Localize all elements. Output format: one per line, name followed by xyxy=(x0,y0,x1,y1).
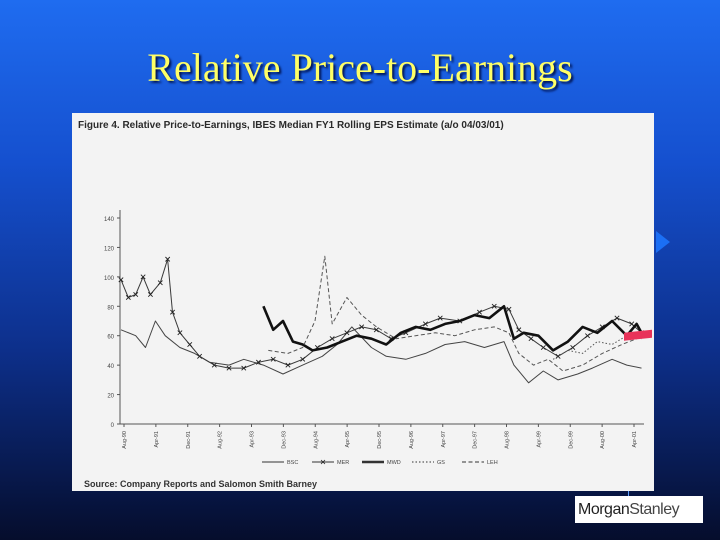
legend-label: BSC xyxy=(287,460,298,466)
x-tick-label: Apr-93 xyxy=(250,431,256,448)
x-tick-label: Aug-00 xyxy=(600,431,606,449)
data-point-mer xyxy=(165,256,171,262)
data-point-mer xyxy=(506,306,512,312)
data-point-mer xyxy=(170,309,176,315)
legend-marker xyxy=(320,459,326,465)
x-tick-label: Aug-98 xyxy=(505,431,511,449)
x-tick-label: Aug-94 xyxy=(313,431,319,449)
data-point-mer xyxy=(585,333,591,339)
data-point-mer xyxy=(422,321,428,327)
data-point-mer xyxy=(528,336,534,342)
data-point-mer xyxy=(187,342,193,348)
x-tick-label: Aug-92 xyxy=(218,431,224,449)
legend-label: GS xyxy=(437,460,445,466)
legend-label: MWD xyxy=(387,460,401,466)
data-point-mer xyxy=(437,315,443,321)
data-point-mer xyxy=(516,327,522,333)
series-line-mwd xyxy=(262,305,643,352)
x-tick-label: Aug-96 xyxy=(409,431,415,449)
legend-label: LEH xyxy=(487,460,498,466)
data-point-mer xyxy=(125,294,131,300)
y-tick-label: 80 xyxy=(107,305,114,311)
series-line-mer xyxy=(120,258,642,369)
series-line-leh xyxy=(268,255,642,372)
data-point-mer xyxy=(270,356,276,362)
y-tick-label: 120 xyxy=(104,246,115,252)
x-tick-label: Dec-99 xyxy=(568,431,574,449)
data-point-mer xyxy=(344,330,350,336)
x-tick-label: Aug-90 xyxy=(122,431,128,449)
data-point-mer xyxy=(476,309,483,315)
legend-label: MER xyxy=(337,460,349,466)
x-tick-label: Apr-01 xyxy=(632,431,638,448)
morgan-stanley-logo: Morgan Stanley xyxy=(575,496,703,523)
data-point-mer xyxy=(241,365,247,371)
data-point-mer xyxy=(629,321,635,327)
x-tick-label: Dec-93 xyxy=(281,431,287,449)
data-point-mer xyxy=(540,344,546,351)
data-point-mer xyxy=(555,353,561,359)
x-tick-label: Dec-95 xyxy=(377,431,383,449)
figure-source: Source: Company Reports and Salomon Smit… xyxy=(84,479,318,489)
data-point-mer xyxy=(300,356,306,362)
slide-title: Relative Price-to-Earnings xyxy=(147,45,573,90)
data-point-mer xyxy=(118,277,124,283)
y-tick-label: 20 xyxy=(107,394,114,400)
data-point-mer xyxy=(211,362,217,368)
figure-caption: Figure 4. Relative Price-to-Earnings, IB… xyxy=(78,120,504,131)
data-point-mer xyxy=(147,291,153,298)
data-point-mer xyxy=(197,353,203,359)
data-point-mer xyxy=(491,303,497,309)
data-point-mer xyxy=(570,344,576,351)
data-point-mer xyxy=(285,362,291,368)
x-tick-label: Dec-97 xyxy=(473,431,479,449)
x-tick-label: Apr-95 xyxy=(345,431,351,448)
y-tick-label: 140 xyxy=(104,217,115,223)
logo-word-2: Stanley xyxy=(629,500,680,518)
data-point-mer xyxy=(359,324,365,330)
logo-word-1: Morgan xyxy=(578,500,630,518)
scanned-figure: Figure 4. Relative Price-to-Earnings, IB… xyxy=(72,113,654,491)
data-point-mer xyxy=(226,365,232,371)
data-point-mer xyxy=(177,330,183,336)
line-chart: 0 20 40 60 80 100 120 140 Aug-90 Apr-91 Dec-91 Aug-… xyxy=(104,210,652,466)
data-point-mer xyxy=(157,280,163,286)
data-point-mer xyxy=(329,336,335,342)
x-tick-label: Apr-91 xyxy=(154,431,160,448)
y-tick-label: 60 xyxy=(107,335,114,341)
x-tick-label: Apr-99 xyxy=(536,431,542,448)
y-tick-label: 0 xyxy=(111,423,115,429)
data-point-mer xyxy=(373,327,379,333)
data-point-mer xyxy=(255,359,262,365)
y-tick-label: 100 xyxy=(104,276,115,282)
x-tick-label: Apr-97 xyxy=(441,431,447,448)
data-point-mer xyxy=(133,291,139,298)
data-point-mer xyxy=(614,315,620,321)
y-tick-label: 40 xyxy=(107,364,114,370)
data-point-mer xyxy=(140,274,146,280)
decorative-arrow-icon xyxy=(656,231,670,253)
series-line-bsc xyxy=(120,320,642,384)
highlight-marker xyxy=(624,329,652,341)
x-tick-label: Dec-91 xyxy=(186,431,192,449)
